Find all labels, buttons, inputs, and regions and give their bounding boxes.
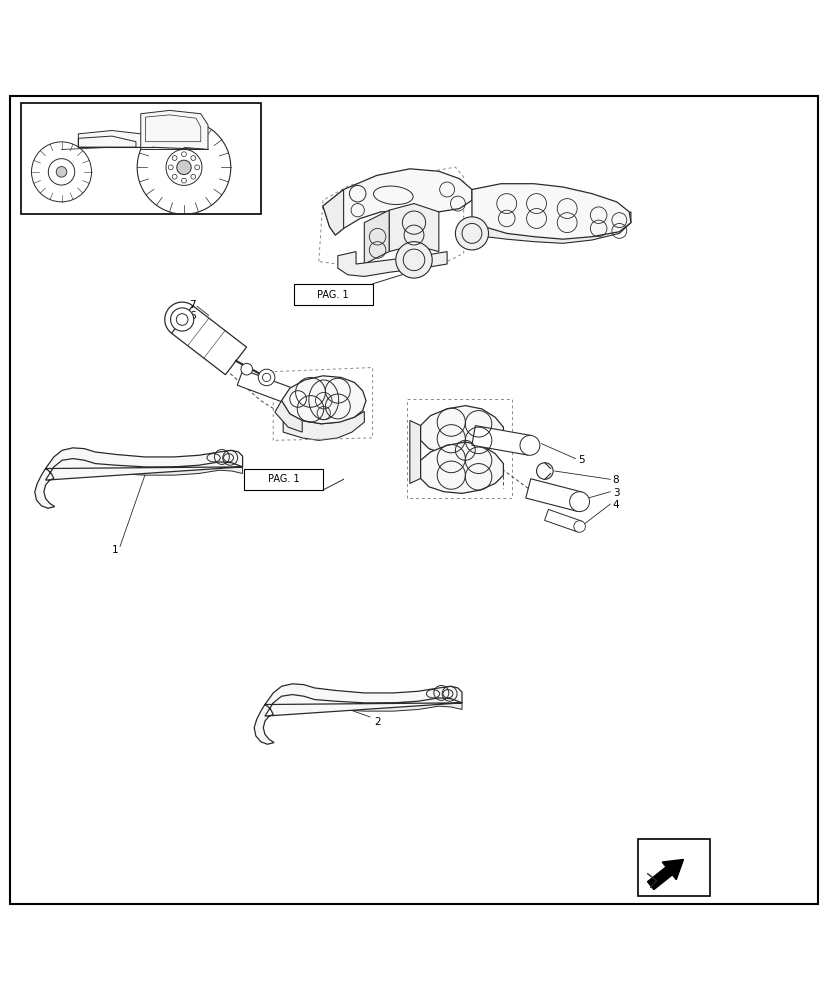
Polygon shape [275, 401, 302, 432]
Circle shape [569, 492, 589, 512]
Polygon shape [409, 421, 420, 483]
FancyArrow shape [647, 859, 682, 890]
Bar [637, 839, 710, 896]
Circle shape [519, 435, 539, 455]
Polygon shape [254, 684, 461, 744]
Polygon shape [389, 204, 438, 252]
Polygon shape [471, 184, 630, 239]
Polygon shape [471, 212, 630, 243]
Text: 2: 2 [374, 717, 380, 727]
Polygon shape [323, 169, 471, 235]
Circle shape [573, 521, 585, 532]
Text: 4: 4 [612, 500, 619, 510]
Circle shape [170, 308, 194, 331]
Text: 3: 3 [612, 488, 619, 498]
Text: 5: 5 [577, 455, 584, 465]
Polygon shape [35, 448, 242, 508]
Polygon shape [544, 509, 581, 532]
Polygon shape [141, 110, 208, 150]
Text: PAG. 1: PAG. 1 [317, 290, 349, 300]
Polygon shape [420, 406, 503, 455]
Text: 5: 5 [304, 402, 311, 412]
Text: PAG. 1: PAG. 1 [267, 474, 299, 484]
Circle shape [56, 167, 67, 177]
Circle shape [455, 217, 488, 250]
Polygon shape [281, 376, 366, 424]
Polygon shape [171, 306, 246, 375]
Polygon shape [420, 442, 503, 493]
Circle shape [241, 363, 252, 375]
Polygon shape [73, 459, 242, 475]
Circle shape [177, 160, 191, 175]
Polygon shape [525, 479, 581, 511]
Circle shape [395, 242, 432, 278]
Polygon shape [337, 252, 447, 276]
Polygon shape [323, 190, 343, 235]
Text: 7: 7 [189, 300, 195, 310]
Polygon shape [292, 695, 461, 711]
Bar [244, 469, 323, 490]
Text: 1: 1 [112, 545, 118, 555]
Polygon shape [283, 411, 364, 440]
Bar [21, 103, 261, 214]
Polygon shape [364, 210, 389, 264]
Circle shape [289, 391, 306, 407]
Polygon shape [237, 370, 300, 407]
Text: 8: 8 [612, 475, 619, 485]
Polygon shape [79, 131, 152, 147]
Circle shape [258, 369, 275, 386]
Polygon shape [471, 426, 531, 455]
Bar [294, 284, 372, 305]
Text: 6: 6 [189, 311, 195, 321]
